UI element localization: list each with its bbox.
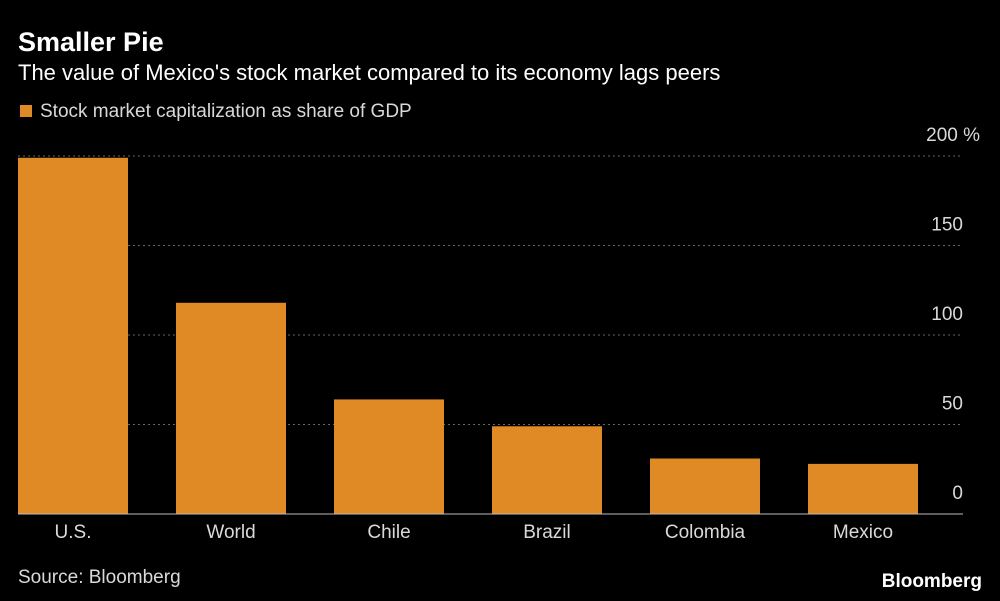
legend-swatch	[20, 105, 32, 117]
x-tick-label: U.S.	[55, 522, 92, 543]
y-tick-label: 150	[931, 215, 963, 236]
bar	[492, 426, 602, 514]
bar	[650, 458, 760, 514]
logo: Bloomberg	[882, 571, 982, 592]
chart-title: Smaller Pie	[18, 27, 164, 57]
bar	[334, 399, 444, 514]
x-tick-label: Brazil	[523, 522, 571, 543]
x-tick-label: Mexico	[833, 522, 893, 543]
x-tick-label: World	[206, 522, 255, 543]
y-tick-label: 100	[931, 304, 963, 325]
x-tick-label: Colombia	[665, 522, 746, 543]
y-tick-label: 200 %	[926, 125, 980, 146]
y-tick-label: 50	[942, 394, 963, 415]
bar	[18, 157, 128, 515]
legend-label: Stock market capitalization as share of …	[40, 101, 412, 122]
y-tick-label: 0	[952, 483, 963, 504]
source: Source: Bloomberg	[18, 567, 181, 588]
bar	[808, 463, 918, 514]
chart-subtitle: The value of Mexico's stock market compa…	[18, 60, 720, 85]
bar	[176, 302, 286, 514]
x-tick-label: Chile	[367, 522, 410, 543]
